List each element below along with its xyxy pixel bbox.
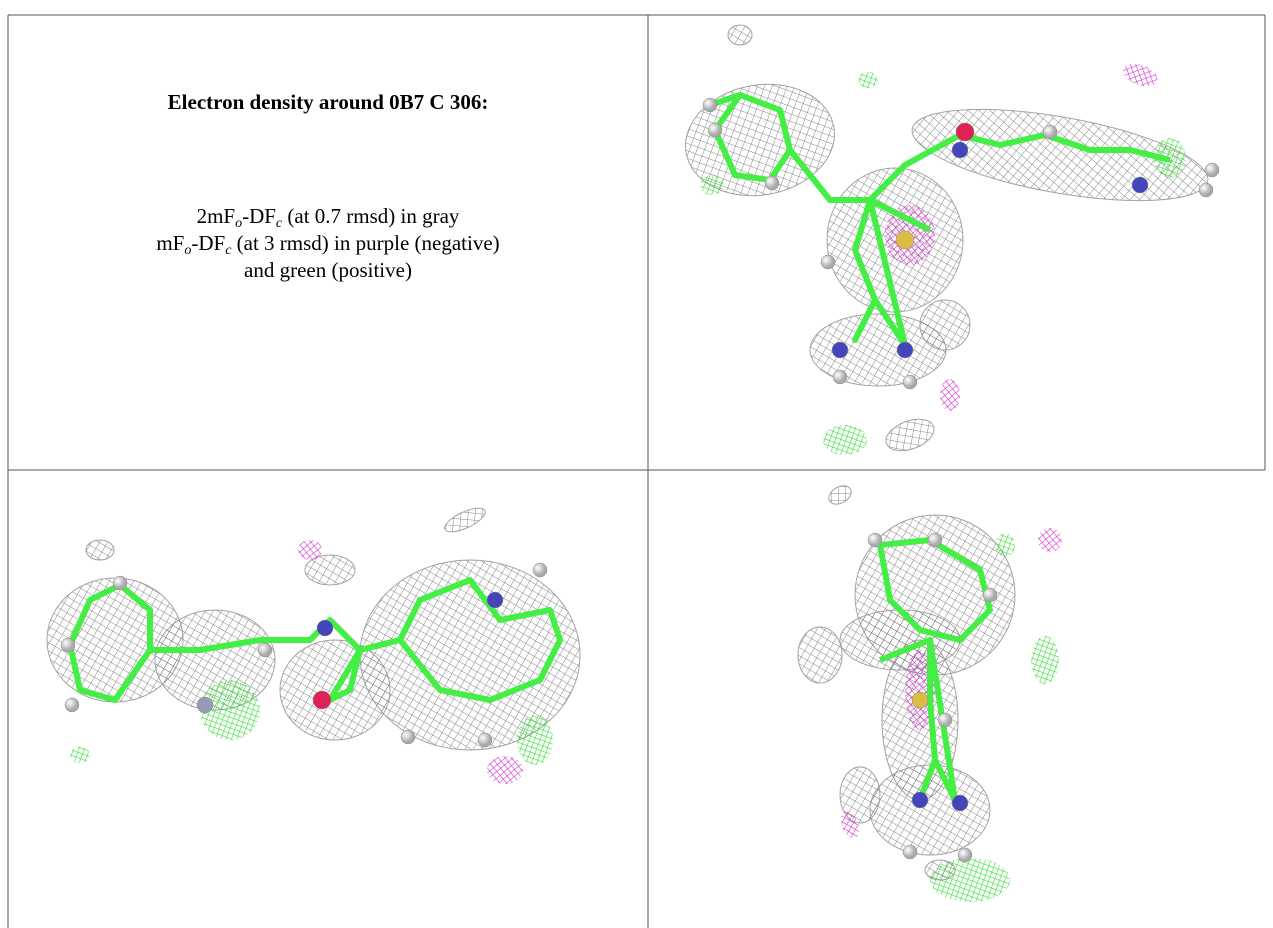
density-renderings xyxy=(46,24,1220,902)
legend-line: and green (positive) xyxy=(244,258,412,282)
atom xyxy=(702,97,718,113)
mesh-blob xyxy=(200,680,260,740)
subscript: c xyxy=(225,243,232,258)
subscript: o xyxy=(184,243,192,258)
mesh-blob xyxy=(700,175,724,195)
mesh-blob xyxy=(1038,528,1062,552)
text: -DF xyxy=(242,204,276,228)
mesh-blob xyxy=(727,24,753,46)
atom xyxy=(64,697,80,713)
atom xyxy=(951,141,969,159)
mesh-blob xyxy=(828,485,852,505)
mesh-blob xyxy=(298,540,322,560)
text: -DF xyxy=(191,231,226,255)
bond xyxy=(878,637,958,803)
atom xyxy=(895,230,915,250)
subscript: c xyxy=(275,216,283,231)
table-borders xyxy=(7,14,1266,928)
atom xyxy=(982,587,998,603)
text: (at 3 rmsd) in purple (negative) xyxy=(231,231,500,255)
mesh-blob xyxy=(444,507,486,533)
atom xyxy=(896,341,914,359)
text: 2mF xyxy=(196,204,236,228)
atom xyxy=(1204,162,1220,178)
atom xyxy=(957,847,973,863)
legend-line: mFo-DFc (at 3 rmsd) in purple (negative) xyxy=(8,230,648,258)
atom xyxy=(820,254,836,270)
mesh-blob xyxy=(1122,63,1158,87)
atom xyxy=(902,374,918,390)
caption: Electron density around 0B7 C 306: 2mFo-… xyxy=(8,90,648,284)
atom xyxy=(532,562,548,578)
atom xyxy=(902,844,918,860)
mesh-blob xyxy=(995,533,1015,557)
mesh-blob xyxy=(839,766,881,824)
bond xyxy=(709,92,793,183)
atom xyxy=(911,691,929,709)
atom xyxy=(955,122,975,142)
atom xyxy=(312,690,332,710)
mesh-blob xyxy=(940,379,960,411)
mesh-blob xyxy=(885,418,935,452)
bond xyxy=(67,582,153,703)
mesh-blob xyxy=(70,747,90,763)
caption-title: Electron density around 0B7 C 306: xyxy=(167,90,489,114)
atom xyxy=(486,591,504,609)
mesh-blob xyxy=(1031,636,1059,684)
text: (at 0.7 rmsd) in gray xyxy=(282,204,460,228)
atom xyxy=(1131,176,1149,194)
mesh-blob xyxy=(858,72,878,88)
atom xyxy=(257,642,273,658)
atom xyxy=(764,175,780,191)
mesh-blob xyxy=(924,859,956,881)
bond xyxy=(150,577,563,703)
atom xyxy=(477,732,493,748)
atom xyxy=(707,122,723,138)
atom xyxy=(832,369,848,385)
atom xyxy=(60,637,76,653)
subscript: o xyxy=(235,216,243,231)
atom xyxy=(1042,124,1058,140)
atom xyxy=(911,791,929,809)
atom xyxy=(1198,182,1214,198)
mesh-blob xyxy=(304,554,356,586)
mesh-blob xyxy=(823,425,867,455)
atom xyxy=(112,575,128,591)
mesh-blob xyxy=(685,83,835,197)
atom xyxy=(867,532,883,548)
mesh-blob xyxy=(85,539,115,561)
atom xyxy=(831,341,849,359)
mesh-blob xyxy=(487,756,523,784)
atom xyxy=(937,712,953,728)
text: mF xyxy=(156,231,185,255)
legend-line: 2mFo-DFc (at 0.7 rmsd) in gray xyxy=(8,203,648,231)
bond xyxy=(787,132,1171,203)
atom xyxy=(400,729,416,745)
mesh-blob xyxy=(919,299,971,351)
atom xyxy=(927,532,943,548)
atom xyxy=(316,619,334,637)
atom xyxy=(196,696,214,714)
mesh-blob xyxy=(797,626,843,684)
mesh-blob xyxy=(517,715,553,765)
atom xyxy=(951,794,969,812)
mesh-blob xyxy=(911,108,1209,202)
mesh-blob xyxy=(841,811,859,839)
bond xyxy=(852,197,932,348)
mesh-blob xyxy=(839,609,961,671)
